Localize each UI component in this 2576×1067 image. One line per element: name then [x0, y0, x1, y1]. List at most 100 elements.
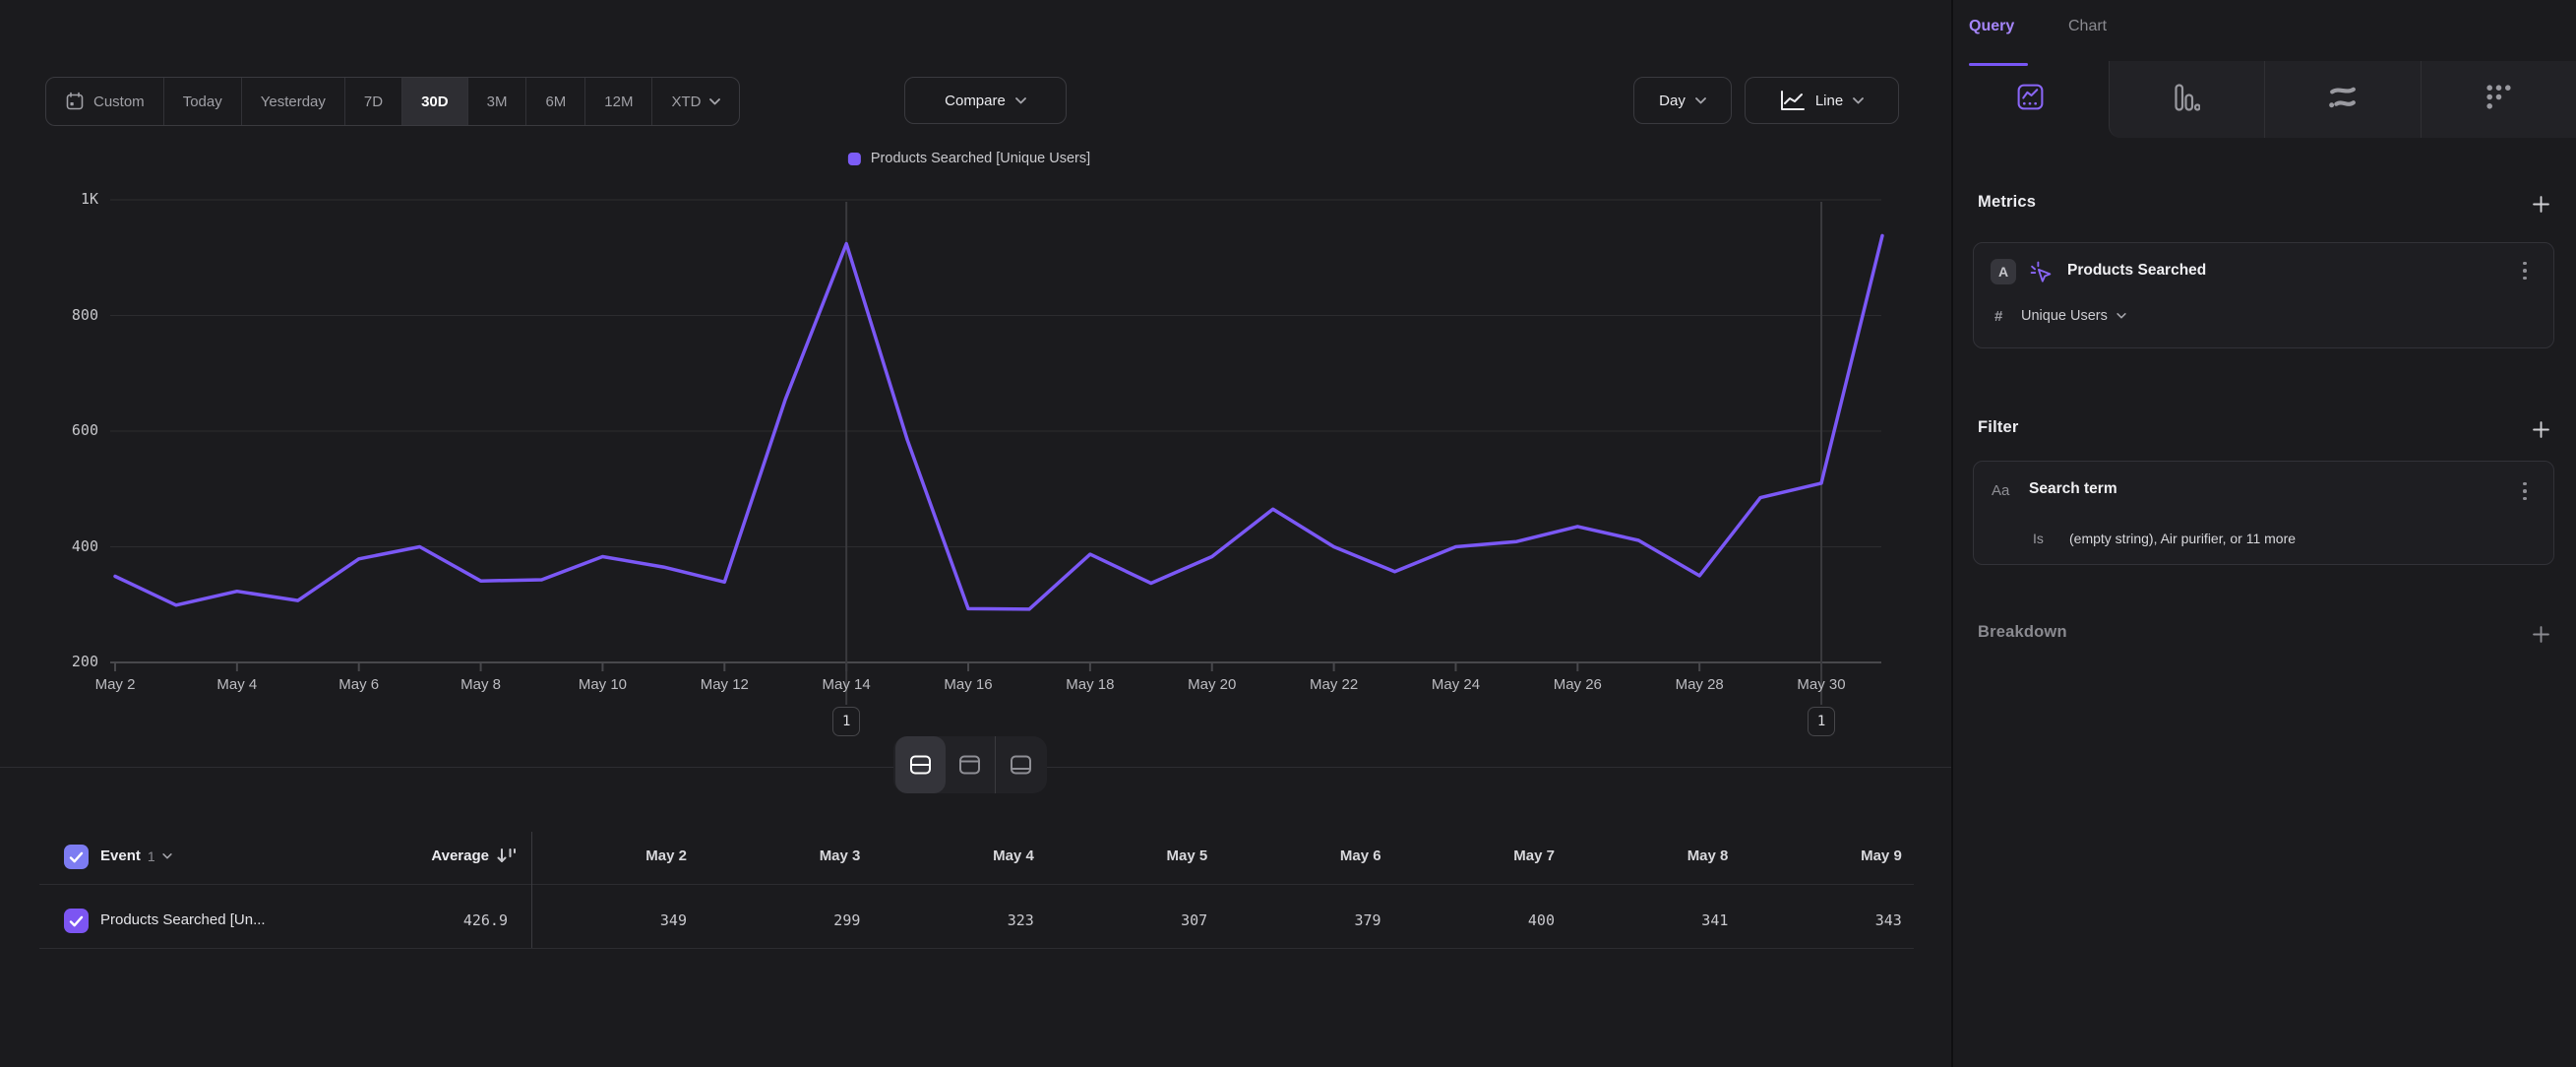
x-tick-label: May 14	[822, 676, 871, 693]
range-yesterday[interactable]: Yesterday	[242, 78, 345, 125]
add-breakdown-button[interactable]	[2530, 623, 2551, 645]
query-panel: Query Chart	[1953, 0, 2576, 1067]
range-3m[interactable]: 3M	[468, 78, 527, 125]
add-metric-button[interactable]	[2530, 193, 2551, 215]
line-chart[interactable]	[0, 138, 1953, 768]
range-12m[interactable]: 12M	[585, 78, 653, 125]
table-divider	[39, 884, 1914, 885]
date-column-header[interactable]: May 7	[1513, 847, 1555, 864]
x-tick-label: May 2	[94, 676, 136, 693]
annotation-badge[interactable]: 1	[1808, 707, 1836, 736]
chevron-down-icon	[2116, 313, 2126, 319]
filter-value[interactable]: (empty string), Air purifier, or 11 more	[2069, 531, 2297, 546]
tab-chart[interactable]: Chart	[2068, 18, 2108, 34]
tab-funnels[interactable]	[2108, 61, 2264, 138]
add-filter-button[interactable]	[2530, 418, 2551, 440]
split-view-icon	[908, 753, 933, 777]
filter-property-name: Search term	[2029, 480, 2117, 497]
filter-card[interactable]: Aa Search term Is (empty string), Air pu…	[1973, 461, 2554, 565]
select-all-checkbox[interactable]	[64, 845, 89, 869]
tab-insights[interactable]	[1953, 61, 2109, 138]
aggregation-selector[interactable]: Unique Users	[2021, 308, 2126, 324]
range-label: Today	[182, 93, 222, 110]
x-tick-label: May 20	[1188, 676, 1237, 693]
sort-icon[interactable]	[496, 847, 517, 869]
metrics-heading: Metrics	[1978, 193, 2037, 211]
interval-label: Day	[1659, 92, 1686, 109]
tab-query[interactable]: Query	[1969, 18, 2015, 34]
date-column-header[interactable]: May 6	[1339, 847, 1381, 864]
average-header[interactable]: Average	[431, 847, 489, 864]
metric-name: Products Searched	[2067, 262, 2207, 279]
date-column-header[interactable]: May 4	[993, 847, 1034, 864]
y-tick-label: 200	[71, 653, 98, 670]
range-label: Custom	[93, 93, 145, 110]
range-today[interactable]: Today	[164, 78, 242, 125]
tab-flows[interactable]	[2264, 61, 2421, 138]
legend-label: Products Searched [Unique Users]	[870, 151, 1091, 166]
tab-retention[interactable]	[2420, 61, 2576, 138]
retention-icon	[2484, 82, 2514, 117]
cell-value: 323	[1007, 911, 1034, 929]
range-30d[interactable]: 30D	[402, 78, 468, 125]
table-only-view-button[interactable]	[996, 736, 1046, 793]
filter-operator[interactable]: Is	[2033, 531, 2044, 546]
chevron-down-icon	[1694, 96, 1706, 104]
chart-only-view-button[interactable]	[946, 736, 996, 793]
range-xtd[interactable]: XTD	[652, 78, 739, 125]
cell-value: 379	[1354, 911, 1381, 929]
x-tick-label: May 10	[578, 676, 628, 693]
filter-heading: Filter	[1978, 418, 2019, 436]
legend-swatch	[847, 152, 861, 165]
date-range-control: Custom Today Yesterday 7D 30D 3M 6M 12M XTD	[45, 77, 741, 126]
cell-value: 349	[659, 911, 687, 929]
chart-legend[interactable]: Products Searched [Unique Users]	[847, 151, 1091, 166]
cell-value: 341	[1701, 911, 1729, 929]
date-column-header[interactable]: May 9	[1861, 847, 1902, 864]
x-tick-label: May 28	[1675, 676, 1724, 693]
chart-type-dropdown[interactable]: Line	[1745, 77, 1899, 124]
series-name[interactable]: Products Searched [Un...	[100, 911, 266, 928]
compare-button[interactable]: Compare	[904, 77, 1067, 124]
date-column-header[interactable]: May 8	[1687, 847, 1729, 864]
date-column-header[interactable]: May 3	[819, 847, 861, 864]
insights-icon	[2015, 82, 2046, 117]
flows-icon	[2327, 82, 2358, 117]
range-7d[interactable]: 7D	[345, 78, 403, 125]
y-tick-label: 800	[71, 305, 98, 324]
date-column-header[interactable]: May 5	[1166, 847, 1208, 864]
chart-only-view-icon	[957, 753, 982, 777]
metric-menu-kebab-icon[interactable]	[2516, 260, 2534, 282]
table-only-view-icon	[1009, 753, 1033, 777]
filter-menu-kebab-icon[interactable]	[2516, 480, 2534, 502]
metric-card[interactable]: A Products Searched # Unique Users	[1973, 242, 2554, 348]
line-chart-icon	[1780, 90, 1806, 111]
text-property-icon: Aa	[1992, 482, 2010, 499]
event-label: Event	[100, 847, 141, 864]
report-type-tabs	[1953, 61, 2576, 138]
x-tick-label: May 6	[338, 676, 380, 693]
y-tick-label: 1K	[80, 190, 98, 208]
range-label: 7D	[363, 93, 384, 110]
funnels-icon	[2174, 83, 2201, 117]
series-line[interactable]	[113, 233, 1884, 611]
range-label: 6M	[545, 93, 567, 110]
split-view-button[interactable]	[894, 736, 946, 793]
row-checkbox[interactable]	[64, 909, 89, 933]
x-tick-label: May 16	[944, 676, 993, 693]
event-header[interactable]: Event 1	[100, 847, 172, 864]
x-tick-label: May 8	[460, 676, 502, 693]
range-custom[interactable]: Custom	[46, 78, 164, 125]
interval-dropdown[interactable]: Day	[1633, 77, 1732, 124]
data-table: Event 1 Average May 2 May 3 May 4 May 5 May …	[0, 832, 1953, 955]
cell-value: 343	[1874, 911, 1902, 929]
annotation-badge[interactable]: 1	[832, 707, 861, 736]
y-tick-label: 600	[71, 421, 98, 439]
x-tick-label: May 18	[1066, 676, 1115, 693]
x-tick-label: May 26	[1553, 676, 1602, 693]
range-6m[interactable]: 6M	[526, 78, 586, 125]
table-divider	[39, 948, 1914, 949]
date-column-header[interactable]: May 2	[645, 847, 687, 864]
metric-letter-badge: A	[1991, 259, 2016, 284]
